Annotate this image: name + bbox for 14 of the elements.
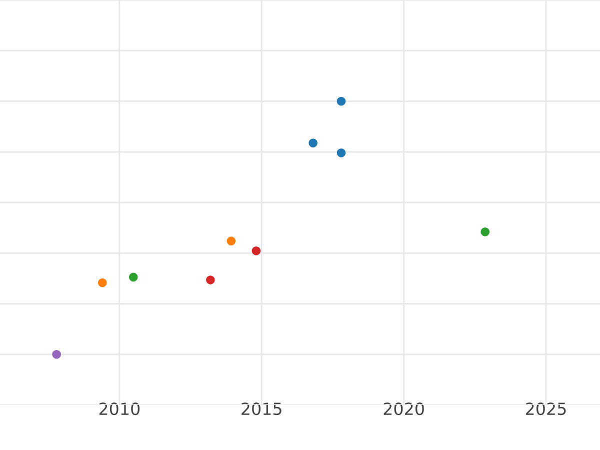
x-tick-label: 2020 xyxy=(384,402,424,416)
x-tick-label: 2015 xyxy=(242,402,282,416)
x-tick-label: 2010 xyxy=(99,402,140,416)
point xyxy=(206,276,215,284)
point xyxy=(336,96,346,106)
point xyxy=(308,138,318,148)
point xyxy=(226,236,236,246)
point xyxy=(52,350,61,359)
x-tick-label: 2025 xyxy=(526,402,566,416)
point xyxy=(480,227,490,236)
point xyxy=(98,278,107,288)
point xyxy=(336,148,346,158)
point xyxy=(252,246,261,256)
point xyxy=(128,272,138,282)
